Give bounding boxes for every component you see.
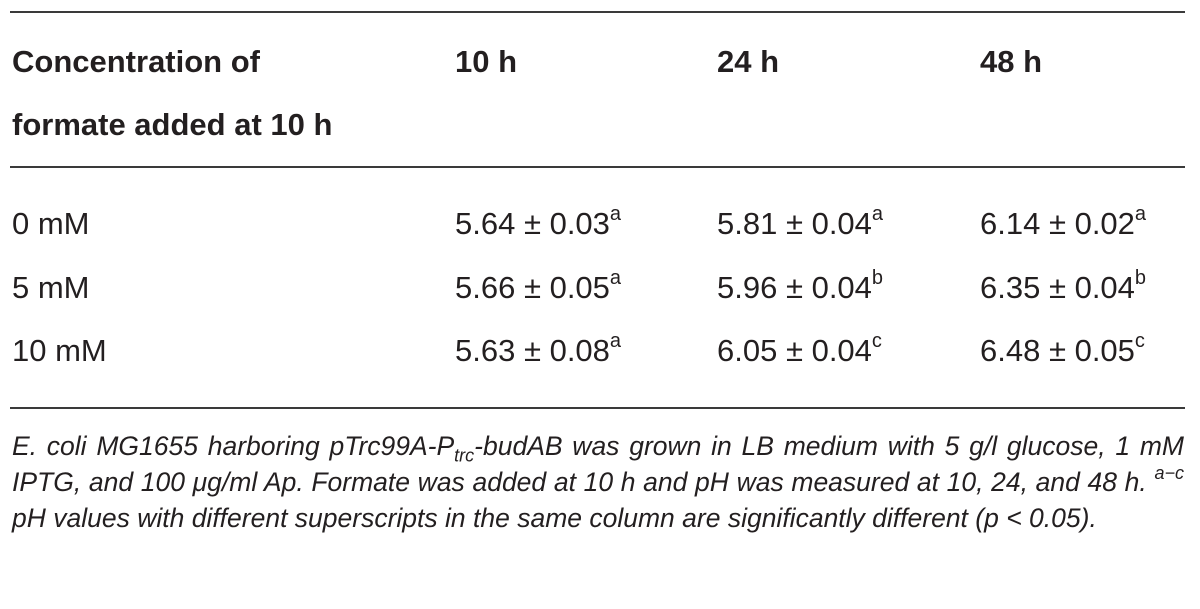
row-concentration: 5 mM — [12, 270, 90, 305]
header-concentration-line2: formate added at 10 h — [12, 107, 333, 142]
table-bottom-rule — [10, 407, 1185, 409]
row-concentration: 10 mM — [12, 333, 107, 368]
table-cell: 6.48 ± 0.05c — [980, 329, 1145, 368]
table-cell: 5.81 ± 0.04a — [717, 202, 884, 241]
table-header-rule — [10, 166, 1185, 168]
table-top-rule — [10, 11, 1185, 13]
table-cell: 5.96 ± 0.04b — [717, 266, 884, 305]
table-footnote: E. coli MG1655 harboring pTrc99A-Ptrc-bu… — [12, 431, 1184, 533]
table-cell: 5.66 ± 0.05a — [455, 266, 622, 305]
header-48h: 48 h — [980, 44, 1043, 79]
table-cell: 6.14 ± 0.02a — [980, 202, 1147, 241]
table-cell: 5.64 ± 0.03a — [455, 202, 622, 241]
header-concentration-line1: Concentration of — [12, 44, 260, 79]
header-10h: 10 h — [455, 44, 518, 79]
header-24h: 24 h — [717, 44, 780, 79]
row-concentration: 0 mM — [12, 206, 90, 241]
table-cell: 5.63 ± 0.08a — [455, 329, 622, 368]
table-cell: 6.35 ± 0.04b — [980, 266, 1147, 305]
table-cell: 6.05 ± 0.04c — [717, 329, 882, 368]
